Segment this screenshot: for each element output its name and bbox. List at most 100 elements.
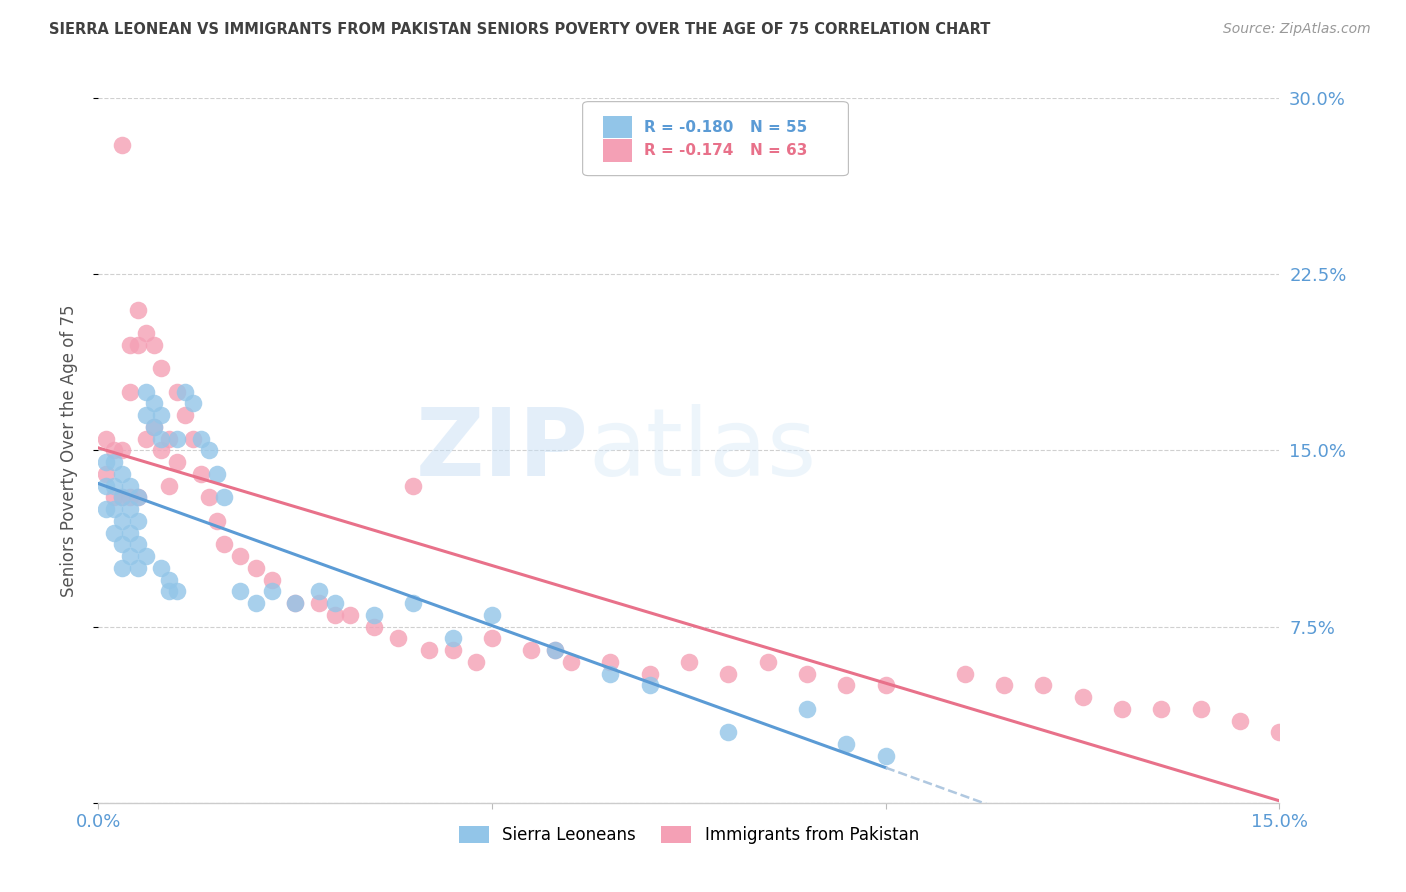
Point bbox=[717, 666, 740, 681]
Point bbox=[363, 607, 385, 622]
Point bbox=[103, 455, 125, 469]
Point bbox=[118, 491, 141, 505]
Point bbox=[96, 467, 118, 481]
Point bbox=[441, 643, 464, 657]
Point bbox=[308, 596, 330, 610]
Bar bbox=[603, 139, 633, 161]
Point bbox=[284, 596, 307, 610]
Point bbox=[308, 584, 330, 599]
Point bbox=[142, 420, 165, 434]
Point bbox=[103, 478, 125, 492]
Point bbox=[150, 443, 173, 458]
Point bbox=[993, 678, 1015, 692]
Point bbox=[150, 408, 173, 422]
Point bbox=[181, 396, 204, 410]
Point bbox=[96, 502, 118, 516]
Point bbox=[111, 443, 134, 458]
Point bbox=[135, 408, 157, 422]
Point bbox=[142, 337, 165, 351]
Point bbox=[638, 666, 661, 681]
Point bbox=[135, 549, 157, 564]
Point bbox=[157, 432, 180, 446]
Point bbox=[245, 561, 267, 575]
Point bbox=[150, 432, 173, 446]
Point bbox=[205, 514, 228, 528]
Point bbox=[796, 702, 818, 716]
Point bbox=[118, 337, 141, 351]
Point bbox=[111, 514, 134, 528]
Point bbox=[260, 584, 283, 599]
Legend: Sierra Leoneans, Immigrants from Pakistan: Sierra Leoneans, Immigrants from Pakista… bbox=[453, 820, 925, 851]
Point bbox=[260, 573, 283, 587]
Text: atlas: atlas bbox=[589, 404, 817, 497]
Point bbox=[953, 666, 976, 681]
Point bbox=[166, 432, 188, 446]
Point bbox=[166, 455, 188, 469]
Point bbox=[111, 561, 134, 575]
Point bbox=[157, 478, 180, 492]
Point bbox=[638, 678, 661, 692]
Point bbox=[197, 443, 219, 458]
Point bbox=[1229, 714, 1251, 728]
Point bbox=[229, 549, 252, 564]
Point bbox=[150, 361, 173, 376]
Point bbox=[103, 491, 125, 505]
Point bbox=[875, 678, 897, 692]
Point bbox=[111, 491, 134, 505]
Y-axis label: Seniors Poverty Over the Age of 75: Seniors Poverty Over the Age of 75 bbox=[59, 304, 77, 597]
Point bbox=[103, 443, 125, 458]
Text: R = -0.180: R = -0.180 bbox=[644, 120, 734, 135]
Point bbox=[174, 384, 197, 399]
Point bbox=[1150, 702, 1173, 716]
Point bbox=[1032, 678, 1054, 692]
Point bbox=[174, 408, 197, 422]
Point bbox=[118, 478, 141, 492]
Point bbox=[118, 384, 141, 399]
Point bbox=[118, 525, 141, 540]
Point bbox=[127, 491, 149, 505]
Point bbox=[544, 643, 567, 657]
Point bbox=[135, 326, 157, 340]
Point bbox=[835, 678, 858, 692]
Point bbox=[599, 666, 621, 681]
Point bbox=[560, 655, 582, 669]
Point bbox=[441, 632, 464, 646]
Point bbox=[323, 596, 346, 610]
Point bbox=[157, 573, 180, 587]
Text: Source: ZipAtlas.com: Source: ZipAtlas.com bbox=[1223, 22, 1371, 37]
Point bbox=[678, 655, 700, 669]
Point bbox=[481, 632, 503, 646]
FancyBboxPatch shape bbox=[582, 102, 848, 176]
Point bbox=[166, 584, 188, 599]
Point bbox=[96, 455, 118, 469]
Point bbox=[127, 514, 149, 528]
Point bbox=[166, 384, 188, 399]
Point bbox=[190, 467, 212, 481]
Point bbox=[111, 467, 134, 481]
Point bbox=[245, 596, 267, 610]
Text: N = 63: N = 63 bbox=[751, 143, 807, 158]
Point bbox=[465, 655, 488, 669]
Point bbox=[1111, 702, 1133, 716]
Point bbox=[135, 384, 157, 399]
Point bbox=[127, 491, 149, 505]
Point bbox=[544, 643, 567, 657]
Point bbox=[150, 561, 173, 575]
Bar bbox=[603, 116, 633, 138]
Point bbox=[127, 537, 149, 551]
Point bbox=[127, 302, 149, 317]
Point bbox=[157, 584, 180, 599]
Point bbox=[190, 432, 212, 446]
Point bbox=[127, 561, 149, 575]
Point bbox=[875, 748, 897, 763]
Point bbox=[481, 607, 503, 622]
Point bbox=[284, 596, 307, 610]
Point bbox=[1071, 690, 1094, 705]
Text: R = -0.174: R = -0.174 bbox=[644, 143, 734, 158]
Point bbox=[339, 607, 361, 622]
Point bbox=[323, 607, 346, 622]
Point bbox=[418, 643, 440, 657]
Point bbox=[103, 502, 125, 516]
Point bbox=[142, 420, 165, 434]
Point bbox=[111, 491, 134, 505]
